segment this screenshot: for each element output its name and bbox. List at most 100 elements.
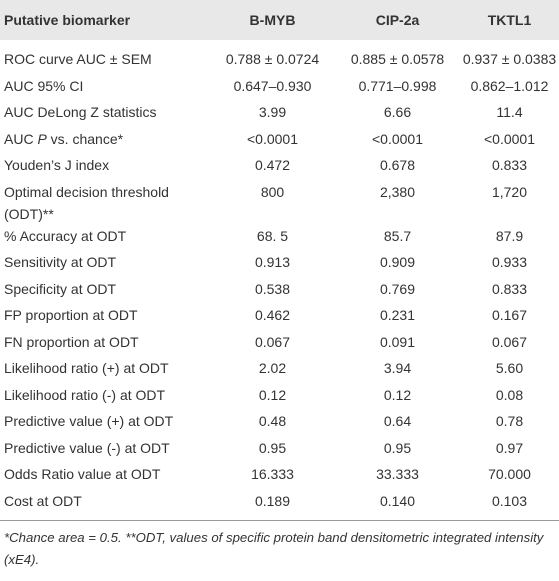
label-part: FP proportion at ODT: [4, 307, 138, 323]
value-cell: 0.091: [379, 333, 416, 350]
label-part: Cost at ODT: [4, 492, 82, 509]
value-cell: 70.000: [488, 466, 531, 482]
table-row: FP proportion at ODT 0.462 0.231 0.167: [0, 304, 559, 331]
value-cell: 5.60: [495, 360, 524, 376]
table-row: AUC 95% CI 0.647–0.930 0.771–0.998 0.862–1.…: [0, 75, 559, 102]
value-cell: 68. 5: [256, 227, 289, 244]
value-cell: 33.333: [376, 466, 419, 482]
value-cell: 0.462: [254, 307, 291, 323]
value-cell: 11.4: [496, 104, 523, 120]
table-row: Predictive value (-) at ODT 0.95 0.95 0.97: [0, 437, 559, 464]
value-cell: 16.333: [251, 466, 294, 482]
value-cell: 2.02: [258, 360, 287, 376]
value-cell: 0.95: [383, 439, 412, 456]
row-label: % Accuracy at ODT: [0, 225, 210, 252]
value-cell: 0.189: [254, 492, 291, 509]
value-cell: 3.94: [383, 360, 412, 376]
row-label: Cost at ODT: [0, 490, 210, 521]
value-cell: 0.97: [495, 439, 524, 456]
label-part: Predictive value (-) at ODT: [4, 439, 170, 456]
row-label: AUC P vs. chance*: [0, 128, 210, 155]
label-part: AUC: [4, 130, 38, 147]
value-cell: 0.231: [379, 307, 416, 323]
table-body: ROC curve AUC ± SEM 0.788 ± 0.0724 0.885 ±…: [0, 40, 559, 521]
header-row: Putative biomarker B-MYB CIP-2a TKTL1: [0, 0, 559, 40]
label-part: P: [37, 130, 47, 147]
label-part: ROC curve AUC ± SEM: [4, 51, 152, 67]
table-row: Likelihood ratio (-) at ODT 0.12 0.12 0.08: [0, 384, 559, 411]
label-part: Optimal decision threshold (ODT)**: [4, 183, 169, 222]
label-part: Sensitivity at ODT: [4, 254, 117, 270]
row-label: AUC 95% CI: [0, 75, 210, 102]
value-cell: 3.99: [258, 104, 287, 120]
row-label: Optimal decision threshold (ODT)**: [0, 181, 210, 225]
value-cell: <0.0001: [372, 130, 423, 147]
label-part: Specificity at ODT: [4, 280, 117, 297]
value-cell: <0.0001: [247, 130, 298, 147]
label-part: AUC DeLong Z statistics: [4, 104, 157, 120]
value-cell: 0.48: [258, 413, 287, 429]
value-cell: 85.7: [383, 227, 412, 244]
row-label: Specificity at ODT: [0, 278, 210, 305]
table-row: Optimal decision threshold (ODT)** 800 2,3…: [0, 181, 559, 225]
label-part: AUC 95% CI: [4, 77, 84, 94]
row-label: Youden’s J index: [0, 154, 210, 181]
table-row: Odds Ratio value at ODT 16.333 33.333 70.00…: [0, 463, 559, 490]
header-cell: TKTL1: [460, 0, 559, 40]
value-cell: 0.937 ± 0.0383: [462, 51, 557, 67]
value-cell: 0.833: [491, 157, 528, 173]
table-row: Cost at ODT 0.189 0.140 0.103: [0, 490, 559, 521]
value-cell: 0.95: [258, 439, 287, 456]
value-cell: 0.12: [383, 386, 412, 403]
row-label: Predictive value (-) at ODT: [0, 437, 210, 464]
value-cell: 0.12: [258, 386, 287, 403]
value-cell: 0.538: [254, 280, 291, 297]
value-cell: 0.885 ± 0.0578: [350, 51, 445, 67]
value-cell: <0.0001: [484, 130, 535, 147]
label-part: Youden’s J index: [4, 157, 110, 173]
value-cell: 0.067: [254, 333, 291, 350]
label-part: vs. chance*: [46, 130, 124, 147]
value-cell: 87.9: [495, 227, 524, 244]
value-cell: 0.862–1.012: [470, 77, 549, 94]
value-cell: 800: [260, 183, 285, 200]
value-cell: 0.909: [379, 254, 416, 270]
label-part: Likelihood ratio (-) at ODT: [4, 386, 166, 403]
value-cell: 0.788 ± 0.0724: [225, 51, 320, 67]
value-cell: 0.08: [495, 386, 524, 403]
value-cell: 6.66: [383, 104, 412, 120]
value-cell: 0.678: [379, 157, 416, 173]
row-label: FN proportion at ODT: [0, 331, 210, 358]
row-label: FP proportion at ODT: [0, 304, 210, 331]
row-label: Likelihood ratio (+) at ODT: [0, 357, 210, 384]
value-cell: 0.769: [379, 280, 416, 297]
table: Putative biomarker B-MYB CIP-2a TKTL1 ROC c…: [0, 0, 559, 521]
value-cell: 0.933: [491, 254, 528, 270]
label-part: FN proportion at ODT: [4, 333, 139, 350]
table-row: Likelihood ratio (+) at ODT 2.02 3.94 5.60: [0, 357, 559, 384]
value-cell: 0.472: [254, 157, 291, 173]
value-cell: 0.167: [491, 307, 528, 323]
value-cell: 0.771–0.998: [358, 77, 437, 94]
header-cell: B-MYB: [210, 0, 335, 40]
value-cell: 0.64: [383, 413, 412, 429]
row-label: ROC curve AUC ± SEM: [0, 40, 210, 75]
value-cell: 2,380: [379, 183, 416, 200]
label-part: Odds Ratio value at ODT: [4, 466, 161, 482]
table-row: Predictive value (+) at ODT 0.48 0.64 0.78: [0, 410, 559, 437]
label-part: % Accuracy at ODT: [4, 227, 127, 244]
value-cell: 0.140: [379, 492, 416, 509]
row-label: Odds Ratio value at ODT: [0, 463, 210, 490]
label-part: Predictive value (+) at ODT: [4, 413, 174, 429]
table-row: Youden’s J index 0.472 0.678 0.833: [0, 154, 559, 181]
footnote: *Chance area = 0.5. **ODT, values of spe…: [4, 530, 544, 567]
table-row: % Accuracy at ODT 68. 5 85.7 87.9: [0, 225, 559, 252]
table-row: ROC curve AUC ± SEM 0.788 ± 0.0724 0.885 ±…: [0, 40, 559, 75]
row-label: Sensitivity at ODT: [0, 251, 210, 278]
value-cell: 0.78: [495, 413, 524, 429]
table-row: AUC P vs. chance* <0.0001 <0.0001 <0.0001: [0, 128, 559, 155]
table-row: AUC DeLong Z statistics 3.99 6.66 11.4: [0, 101, 559, 128]
value-cell: 0.833: [491, 280, 528, 297]
row-label: Likelihood ratio (-) at ODT: [0, 384, 210, 411]
